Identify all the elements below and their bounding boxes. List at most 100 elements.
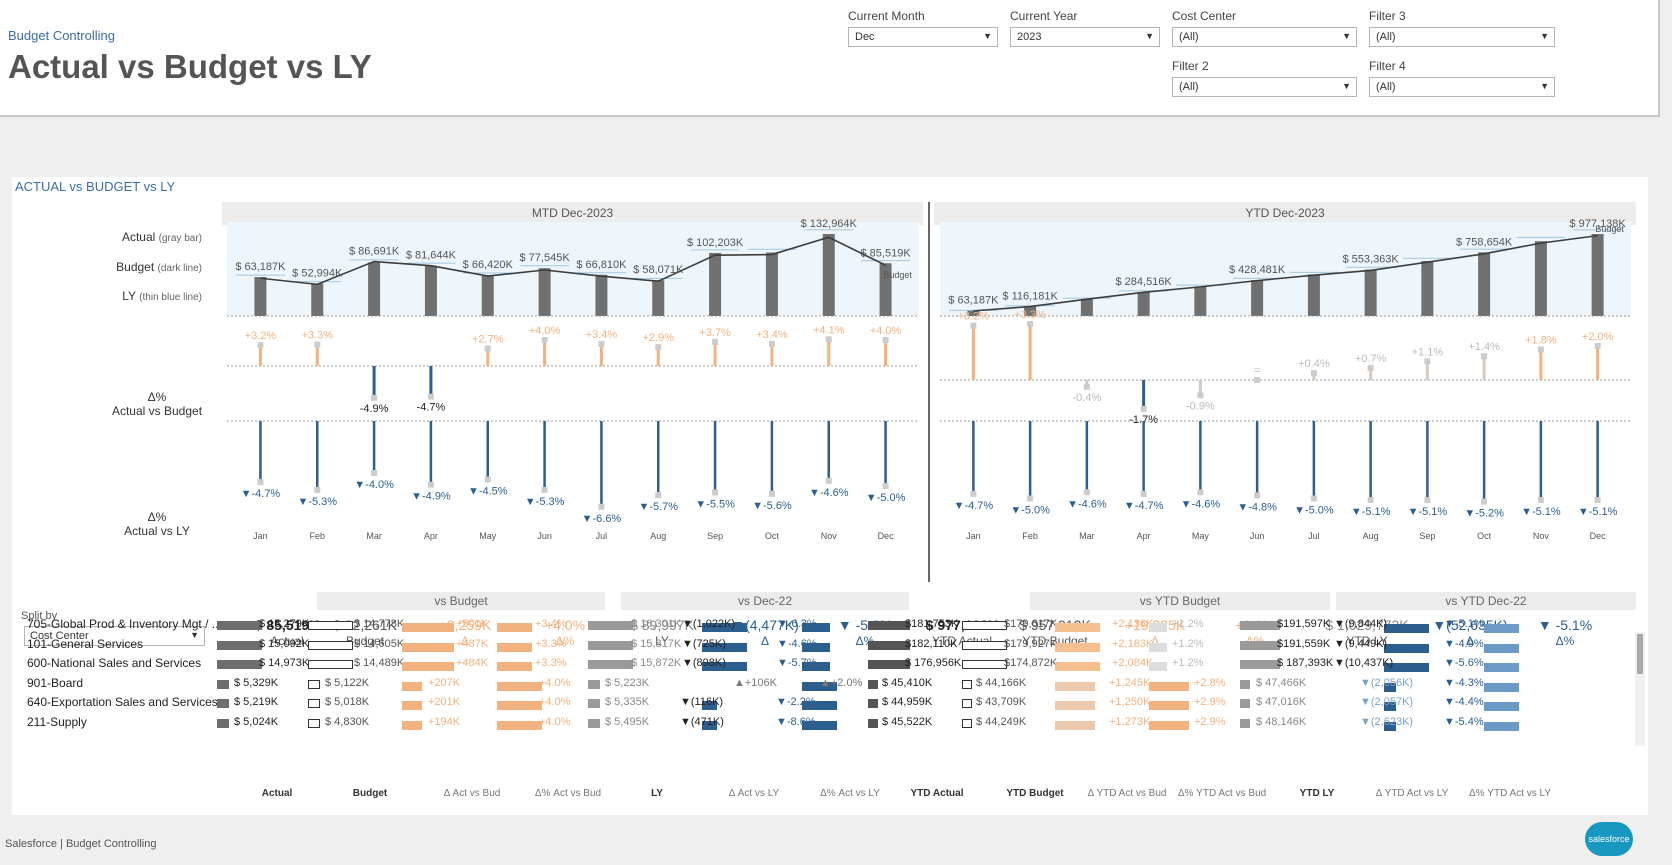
avly-marker[interactable] (1537, 497, 1544, 504)
avly-marker[interactable] (371, 470, 378, 476)
chevron-down-icon[interactable]: ▼ (1540, 81, 1549, 91)
avb-marker[interactable] (970, 322, 977, 329)
avly-marker[interactable] (598, 503, 605, 510)
avb-marker[interactable] (882, 337, 889, 343)
avly-marker[interactable] (427, 481, 434, 488)
avly-marker[interactable] (1424, 497, 1431, 504)
actual-bar[interactable] (1478, 252, 1491, 316)
table-row-name[interactable]: 640-Exportation Sales and Services (27, 695, 218, 709)
avly-marker[interactable] (655, 492, 662, 499)
actual-bar[interactable] (709, 252, 722, 316)
actual-bar[interactable] (1251, 280, 1264, 316)
filter-dropdown[interactable]: (All) ▼ (1369, 27, 1555, 47)
actual-bar[interactable] (967, 310, 980, 316)
avly-marker[interactable] (970, 490, 977, 497)
avb-marker[interactable] (825, 336, 832, 343)
breadcrumb[interactable]: Budget Controlling (8, 28, 115, 43)
actual-bar[interactable] (1591, 234, 1604, 316)
table-row-name[interactable]: 705-Global Prod & Inventory Mgt / .. (27, 617, 219, 631)
avb-marker[interactable] (257, 342, 264, 349)
avly-marker[interactable] (484, 476, 491, 483)
actual-bar[interactable] (424, 265, 437, 316)
actual-bar[interactable] (1194, 286, 1207, 316)
filter-dropdown[interactable]: (All) ▼ (1172, 27, 1357, 47)
avly-marker[interactable] (314, 486, 321, 493)
actual-bar[interactable] (481, 275, 494, 316)
table-scrollbar[interactable] (1635, 632, 1645, 746)
filter-3[interactable]: Filter 3 (All) ▼ (1369, 9, 1555, 47)
filter-dropdown[interactable]: 2023 ▼ (1010, 27, 1160, 47)
filter-dropdown[interactable]: (All) ▼ (1172, 77, 1357, 97)
filter-4[interactable]: Filter 4 (All) ▼ (1369, 59, 1555, 97)
avb-marker[interactable] (1594, 343, 1601, 349)
chevron-down-icon[interactable]: ▼ (1342, 31, 1351, 41)
actual-bar[interactable] (765, 252, 778, 316)
actual-bar[interactable] (822, 234, 835, 316)
avly-marker[interactable] (882, 483, 889, 489)
avb-marker[interactable] (598, 340, 605, 347)
chevron-down-icon[interactable]: ▼ (190, 630, 199, 640)
actual-bar[interactable] (595, 274, 608, 316)
avb-marker[interactable] (712, 338, 719, 345)
avly-marker[interactable] (1481, 498, 1488, 505)
avb-marker[interactable] (371, 394, 378, 401)
filter-dropdown[interactable]: Dec ▼ (848, 27, 998, 47)
filter-current-month[interactable]: Current Month Dec ▼ (848, 9, 998, 47)
table-row-name[interactable]: 211-Supply (27, 714, 87, 729)
avb-marker[interactable] (1481, 353, 1488, 360)
avly-marker[interactable] (825, 477, 832, 484)
avb-marker[interactable] (1027, 320, 1034, 327)
avly-marker[interactable] (1254, 492, 1261, 499)
avb-marker[interactable] (1140, 405, 1147, 412)
avb-marker[interactable] (427, 393, 434, 400)
chevron-down-icon[interactable]: ▼ (1540, 31, 1549, 41)
avb-marker[interactable] (484, 345, 491, 352)
scrollbar-thumb[interactable] (1637, 634, 1643, 674)
avb-marker[interactable] (1083, 383, 1090, 390)
split-by-dropdown[interactable]: Cost Center ▼ (24, 626, 205, 646)
filter-cost-center[interactable]: Cost Center (All) ▼ (1172, 9, 1357, 47)
avly-marker[interactable] (541, 486, 548, 493)
table-row-name[interactable]: 600-National Sales and Services (27, 656, 202, 670)
avly-marker[interactable] (768, 490, 775, 497)
filter-2[interactable]: Filter 2 (All) ▼ (1172, 59, 1357, 97)
avb-marker[interactable] (1310, 370, 1317, 377)
chevron-down-icon[interactable]: ▼ (1342, 81, 1351, 91)
actual-bar[interactable] (1307, 274, 1320, 316)
chevron-down-icon[interactable]: ▼ (983, 31, 992, 41)
avb-marker[interactable] (1367, 365, 1374, 372)
avb-marker[interactable] (1424, 358, 1431, 365)
avb-marker[interactable] (314, 341, 321, 348)
avb-marker[interactable] (655, 344, 662, 351)
avb-marker[interactable] (1254, 377, 1261, 383)
avb-marker[interactable] (541, 337, 548, 343)
actual-bar[interactable] (1421, 260, 1434, 316)
avly-marker[interactable] (1367, 497, 1374, 504)
actual-bar[interactable] (1024, 306, 1037, 316)
filter-current-year[interactable]: Current Year 2023 ▼ (1010, 9, 1160, 47)
filter-dropdown[interactable]: (All) ▼ (1369, 77, 1555, 97)
avly-marker[interactable] (1140, 490, 1147, 497)
actual-bar[interactable] (879, 263, 892, 316)
avly-marker[interactable] (1027, 495, 1034, 502)
avly-marker[interactable] (257, 479, 264, 486)
table-row-name[interactable]: 101-General Services (27, 636, 144, 651)
avly-marker[interactable] (1594, 497, 1601, 504)
actual-bar[interactable] (1080, 298, 1093, 316)
actual-bar[interactable] (1364, 269, 1377, 316)
avly-marker[interactable] (1197, 489, 1204, 496)
actual-bar[interactable] (652, 280, 665, 316)
avly-marker[interactable] (1083, 489, 1090, 496)
avly-marker[interactable] (1310, 495, 1317, 502)
table-row-name[interactable]: 901-Board (27, 675, 84, 690)
avly-marker[interactable] (712, 489, 719, 496)
chevron-down-icon[interactable]: ▼ (1145, 31, 1154, 41)
actual-bar[interactable] (368, 262, 381, 316)
actual-bar[interactable] (311, 283, 324, 316)
avb-marker[interactable] (768, 340, 775, 347)
actual-bar[interactable] (1534, 241, 1547, 316)
actual-bar[interactable] (254, 277, 267, 316)
avb-marker[interactable] (1537, 346, 1544, 353)
avb-marker[interactable] (1197, 392, 1204, 399)
actual-bar[interactable] (538, 268, 551, 316)
